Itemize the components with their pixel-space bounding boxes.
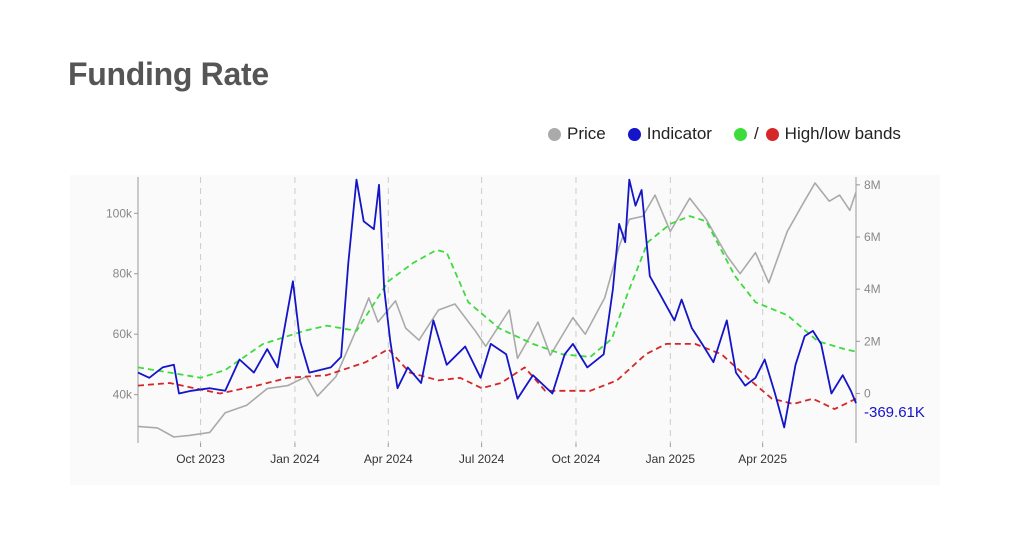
chart-legend: Price Indicator / High/low bands xyxy=(548,124,901,144)
price-line xyxy=(137,182,857,438)
legend-item-bands[interactable]: / High/low bands xyxy=(733,124,901,144)
x-tick-label: Oct 2024 xyxy=(552,452,601,466)
x-tick-label: Apr 2024 xyxy=(364,452,413,466)
funding-rate-chart: Oct 2023 Jan 2024 Apr 2024 Jul 2024 Oct 2024… xyxy=(106,177,925,466)
high-band-dot-icon xyxy=(733,127,747,141)
legend-item-price[interactable]: Price xyxy=(548,124,606,144)
x-tick-label: Jul 2024 xyxy=(459,452,505,466)
legend-item-indicator[interactable]: Indicator xyxy=(627,124,712,144)
indicator-line xyxy=(137,178,857,429)
x-tick-label: Oct 2023 xyxy=(176,452,225,466)
legend-price-label: Price xyxy=(567,124,606,143)
y-right-tick-label: 4M xyxy=(864,282,881,296)
axes xyxy=(134,177,860,447)
y-left-tick-label: 100k xyxy=(106,206,133,220)
low-band-line xyxy=(137,343,857,410)
legend-bands-separator: / xyxy=(753,124,759,143)
page-title: Funding Rate xyxy=(68,56,269,92)
indicator-last-value-label: -369.61K xyxy=(864,404,925,421)
y-left-tick-label: 40k xyxy=(113,388,133,402)
high-band-line xyxy=(137,215,857,379)
price-dot-icon xyxy=(548,127,561,141)
legend-indicator-label: Indicator xyxy=(646,124,712,143)
indicator-dot-icon xyxy=(627,127,641,141)
y-left-tick-label: 80k xyxy=(113,267,133,281)
series-lines xyxy=(137,178,857,438)
low-band-dot-icon xyxy=(765,127,779,141)
tick-labels: Oct 2023 Jan 2024 Apr 2024 Jul 2024 Oct 2024… xyxy=(106,178,925,466)
x-tick-label: Jan 2025 xyxy=(646,452,696,466)
y-right-tick-label: 6M xyxy=(864,230,881,244)
chart-panel: Oct 2023 Jan 2024 Apr 2024 Jul 2024 Oct 2024… xyxy=(70,175,940,485)
x-tick-label: Jan 2024 xyxy=(270,452,320,466)
x-tick-label: Apr 2025 xyxy=(738,452,787,466)
y-right-tick-label: 0 xyxy=(864,386,871,400)
y-right-tick-label: 2M xyxy=(864,334,881,348)
y-left-tick-label: 60k xyxy=(113,327,133,341)
legend-bands-label: High/low bands xyxy=(784,124,901,143)
y-right-tick-label: 8M xyxy=(864,178,881,192)
